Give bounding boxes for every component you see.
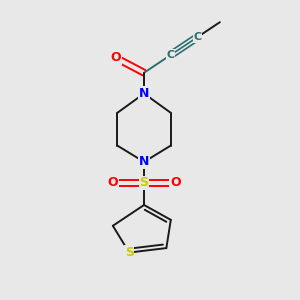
Text: N: N — [139, 87, 149, 100]
Text: N: N — [139, 155, 149, 168]
Text: C: C — [167, 50, 175, 60]
Text: S: S — [140, 176, 148, 189]
Text: O: O — [110, 51, 121, 64]
Text: C: C — [194, 32, 202, 42]
Text: O: O — [170, 176, 181, 189]
Text: S: S — [125, 246, 134, 259]
Text: O: O — [107, 176, 118, 189]
